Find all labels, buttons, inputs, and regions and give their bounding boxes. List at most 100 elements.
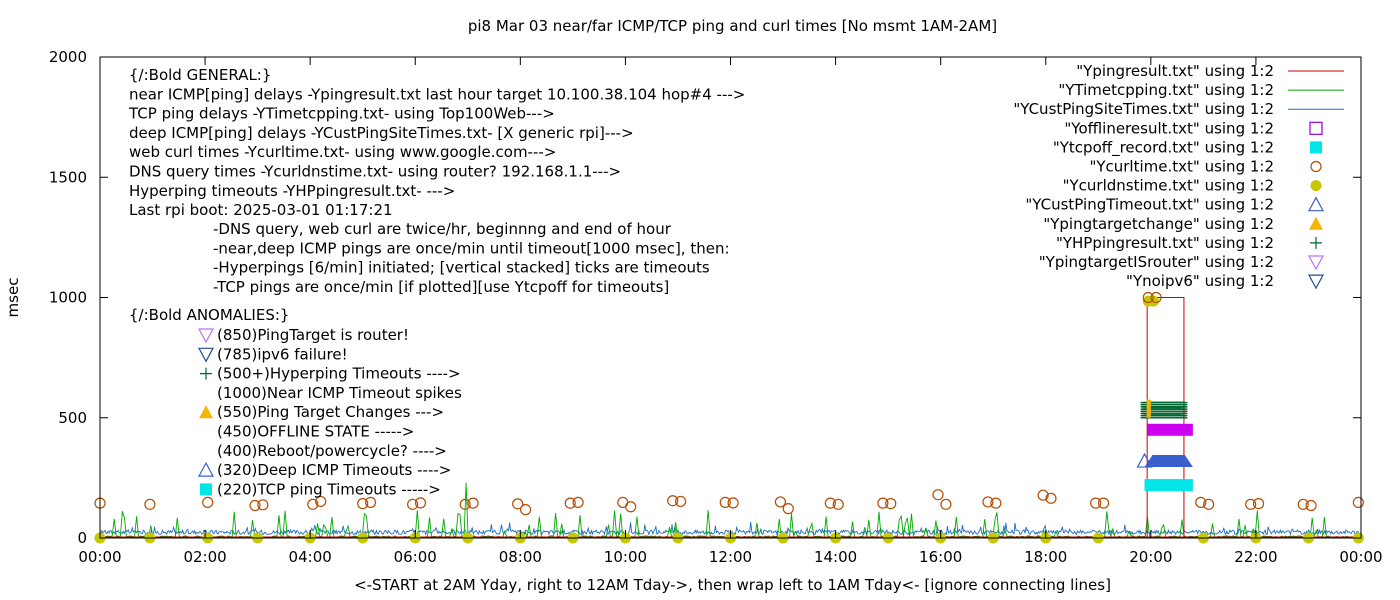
legend: "Ypingresult.txt" using 1:2"YTimetcpping…	[1013, 62, 1344, 290]
curl-time-point	[932, 489, 944, 501]
legend-symbol	[1310, 160, 1322, 173]
legend-symbol	[1307, 255, 1325, 271]
info-line: Hyperping timeouts -YHPpingresult.txt- -…	[129, 182, 455, 200]
curl-time-point	[315, 495, 327, 508]
curl-time-point	[202, 496, 214, 509]
curl-time-point	[1142, 291, 1154, 304]
x-tick-label: 00:00	[1339, 548, 1382, 566]
curl-time-point	[625, 501, 637, 513]
y-tick-label: 0	[77, 529, 87, 547]
x-tick-label: 20:00	[1129, 548, 1172, 566]
info-line: {/:Bold GENERAL:}	[129, 66, 271, 84]
x-tick-label: 10:00	[604, 548, 647, 566]
curl-time-point	[1305, 499, 1317, 512]
curl-time-point	[1090, 497, 1102, 509]
curl-time-point	[564, 497, 576, 509]
legend-label: "YpingtargetISrouter" using 1:2	[1039, 253, 1274, 271]
y-tick-label: 2000	[49, 48, 87, 66]
curl-time-point	[1252, 498, 1265, 510]
legend-label: "YCustPingTimeout.txt" using 1:2	[1025, 196, 1274, 214]
curl-time-point	[1195, 496, 1207, 509]
legend-label: "Ytcpoff_record.txt" using 1:2	[1053, 138, 1274, 157]
curl-time-point	[674, 495, 687, 508]
curl-time-point	[667, 495, 679, 507]
x-tick-label: 06:00	[394, 548, 437, 566]
anomaly-symbol	[200, 483, 212, 496]
anomaly-line: (220)TCP ping Timeouts ----->	[217, 480, 441, 498]
x-axis-label: <-START at 2AM Yday, right to 12AM Tday-…	[354, 576, 1111, 594]
anomalies-block: {/:Bold ANOMALIES:} (850)PingTarget is ro…	[129, 306, 462, 498]
curl-time-point	[144, 498, 156, 510]
ping-target-change-mark	[1146, 399, 1151, 418]
curl-time-point	[357, 498, 369, 510]
anomaly-symbol	[197, 328, 215, 344]
x-tick-label: 16:00	[919, 548, 962, 566]
anomaly-symbol	[197, 461, 215, 477]
curl-time-point	[459, 498, 471, 510]
info-line: DNS query times -Ycurldnstime.txt- using…	[129, 163, 621, 181]
anomaly-line: (320)Deep ICMP Timeouts ---->	[217, 461, 451, 479]
info-line: TCP ping delays -YTimetcpping.txt- using…	[128, 105, 555, 123]
tcp-timeout-bar	[1144, 479, 1193, 492]
curl-time-point	[572, 496, 584, 509]
curl-time-point	[877, 497, 889, 509]
anomaly-line: (1000)Near ICMP Timeout spikes	[217, 384, 462, 402]
x-tick-label: 22:00	[1234, 548, 1277, 566]
curl-time-point	[1037, 489, 1049, 501]
anomaly-line: (400)Reboot/powercycle? ---->	[217, 442, 447, 460]
anomaly-line: (450)OFFLINE STATE ----->	[217, 423, 414, 441]
legend-label: "Ycurltime.txt" using 1:2	[1089, 158, 1274, 176]
curl-time-point	[824, 497, 836, 509]
curl-time-point	[257, 499, 269, 511]
x-tick-label: 14:00	[814, 548, 857, 566]
anomaly-line: (850)PingTarget is router!	[217, 326, 409, 344]
y-tick-label: 500	[58, 409, 87, 427]
curl-time-point	[832, 498, 844, 510]
anomaly-symbol	[199, 405, 213, 419]
x-tick-label: 00:00	[78, 548, 121, 566]
legend-label: "Ynoipv6" using 1:2	[1126, 272, 1274, 290]
y-tick-label: 1500	[49, 168, 87, 186]
x-tick-label: 12:00	[709, 548, 752, 566]
curl-time-point	[990, 497, 1002, 509]
x-tick-label: 18:00	[1024, 548, 1067, 566]
curl-time-point	[467, 497, 479, 509]
curl-time-point	[407, 498, 419, 510]
curl-time-point	[782, 503, 794, 515]
x-tick-label: 02:00	[183, 548, 226, 566]
curl-time-point	[1352, 496, 1364, 509]
curl-time-point	[719, 496, 731, 509]
legend-symbol	[1310, 236, 1322, 249]
curl-time-point	[519, 504, 532, 516]
legend-symbol	[1310, 180, 1322, 192]
curl-time-point	[982, 496, 994, 508]
anomaly-line: (500+)Hyperping Timeouts ---->	[217, 365, 461, 383]
legend-symbol	[1307, 274, 1325, 290]
note-line: -DNS query, web curl are twice/hr, begin…	[213, 220, 672, 238]
data-marks	[94, 291, 1364, 544]
curl-time-point	[1245, 498, 1257, 510]
legend-label: "YHPpingresult.txt" using 1:2	[1056, 234, 1274, 252]
legend-symbol	[1307, 196, 1325, 212]
legend-label: "Ypingtargetchange" using 1:2	[1043, 215, 1274, 233]
legend-label: "YTimetcpping.txt" using 1:2	[1058, 81, 1274, 99]
curl-time-point	[1150, 291, 1162, 304]
info-line: deep ICMP[ping] delays -YCustPingSiteTim…	[129, 124, 634, 142]
deep-icmp-timeout-bar	[1144, 455, 1193, 468]
info-text-block: {/:Bold GENERAL:}near ICMP[ping] delays …	[128, 66, 745, 296]
legend-label: "YCustPingSiteTimes.txt" using 1:2	[1013, 100, 1274, 118]
note-line: -near,deep ICMP pings are once/min until…	[213, 239, 730, 257]
legend-symbol	[1309, 121, 1323, 135]
curl-time-point	[1297, 498, 1309, 510]
curl-time-point	[1045, 492, 1057, 504]
curl-time-point	[307, 498, 319, 510]
anomalies-title: {/:Bold ANOMALIES:}	[129, 306, 289, 324]
chart-title: pi8 Mar 03 near/far ICMP/TCP ping and cu…	[468, 17, 997, 35]
axis-ticks: 0 500 1000 1500 2000 00:00 02:00 04:00 06:00 08:0…	[49, 48, 1383, 566]
curl-time-point	[249, 499, 261, 512]
deep-icmp-timeout-marker	[1136, 452, 1153, 468]
x-tick-label: 04:00	[289, 548, 332, 566]
curl-time-point	[1203, 498, 1215, 510]
x-tick-label: 08:00	[499, 548, 542, 566]
legend-symbol	[1309, 216, 1323, 230]
